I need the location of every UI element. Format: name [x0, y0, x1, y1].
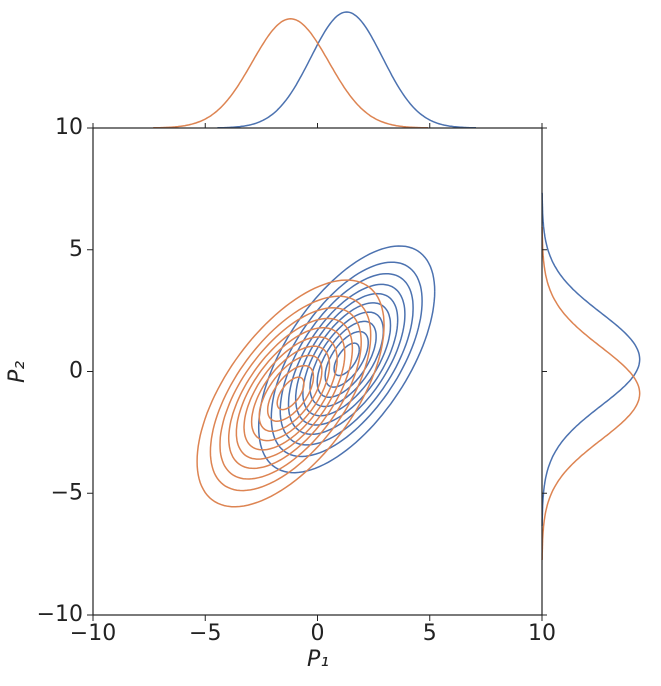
plot-frame [92, 127, 543, 616]
contour [219, 307, 362, 480]
contour [266, 364, 315, 422]
contour [294, 292, 399, 426]
contour [333, 342, 361, 377]
contour [196, 279, 385, 508]
contour [287, 283, 406, 436]
contour [235, 326, 346, 460]
x-axis-label: P₁ [307, 647, 329, 672]
x-tick-label: −5 [189, 621, 221, 646]
marginal-y [541, 192, 641, 526]
contour [309, 311, 385, 408]
marginal-y [541, 226, 641, 561]
y-tick-label: −10 [37, 602, 83, 627]
x-tick-label: 0 [311, 621, 325, 646]
contour [276, 376, 305, 411]
marginal-x [217, 11, 476, 129]
x-tick-label: 5 [423, 621, 437, 646]
y-tick-label: 5 [69, 237, 83, 262]
y-tick-label: 10 [55, 115, 83, 140]
contour [258, 354, 323, 433]
marginal-x [153, 18, 428, 129]
contour [209, 295, 372, 492]
contour [257, 245, 436, 474]
contour [270, 261, 423, 458]
contour [316, 320, 377, 399]
contour [302, 302, 392, 417]
x-tick-label: 10 [528, 621, 556, 646]
y-tick-label: 0 [69, 359, 83, 384]
y-tick-label: −5 [51, 480, 83, 505]
contour [243, 336, 338, 451]
contour [279, 272, 414, 446]
contour [227, 317, 354, 470]
x-tick-label: −10 [70, 621, 116, 646]
y-axis-label: P₂ [5, 361, 30, 383]
contour [324, 330, 369, 388]
contour [250, 345, 331, 442]
